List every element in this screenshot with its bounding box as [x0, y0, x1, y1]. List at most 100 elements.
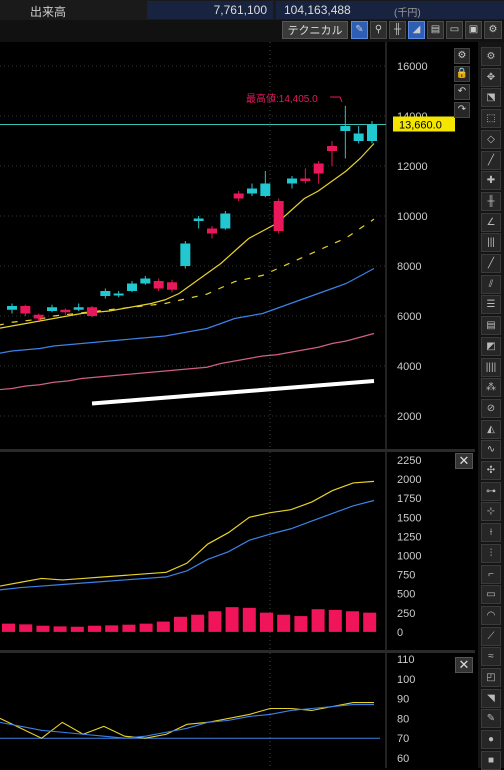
step-icon[interactable]: ⌐ — [481, 564, 501, 584]
candle-body — [313, 163, 324, 174]
amount-value: 104,163,488 — [284, 3, 351, 17]
volume-bar — [191, 614, 205, 632]
volume-bar — [156, 621, 170, 632]
select-icon[interactable]: ⬔ — [481, 88, 501, 108]
volume-ma-short-line — [0, 480, 375, 587]
candle-body — [273, 201, 284, 231]
curve-icon[interactable]: ≈ — [481, 647, 501, 667]
panel-settings-icon[interactable]: ⚙ — [454, 48, 470, 64]
rect-select-icon[interactable]: ⬚ — [481, 109, 501, 129]
cycle-icon[interactable]: ⊘ — [481, 398, 501, 418]
box-icon[interactable]: ▭ — [481, 585, 501, 605]
candle-body — [20, 306, 31, 314]
square-icon[interactable]: ■ — [481, 750, 501, 770]
redo-icon[interactable]: ↷ — [454, 102, 470, 118]
crosshair-icon[interactable]: ✥ — [481, 67, 501, 87]
candle-body — [340, 126, 351, 131]
eraser-icon[interactable]: ◇ — [481, 129, 501, 149]
oscillator-chart: 110 100 90 80 70 60 — [0, 653, 415, 768]
settings-icon[interactable]: ⚙ — [484, 21, 502, 39]
candle-body — [60, 309, 71, 313]
volume-bar — [105, 625, 119, 632]
volume-bar — [225, 607, 239, 632]
volume-bar — [2, 623, 15, 632]
current-price-value: 13,660.0 — [399, 120, 442, 132]
price-tick-label: 6000 — [397, 311, 421, 323]
price-tick-label: 16000 — [397, 61, 428, 73]
price-tick-label: 2000 — [397, 411, 421, 423]
pencil-icon[interactable]: ✎ — [351, 21, 368, 39]
parallel-lines-icon[interactable]: ⫽ — [481, 274, 501, 294]
circle-icon[interactable]: ● — [481, 730, 501, 750]
bars-icon[interactable]: ╫ — [481, 191, 501, 211]
candle-body — [287, 178, 297, 184]
zoom-icon[interactable]: ⚲ — [370, 21, 387, 39]
price-tick-label: 4000 — [397, 361, 421, 373]
pitchfork-icon[interactable]: ✣ — [481, 461, 501, 480]
volume-bar — [174, 616, 187, 632]
candle-body — [153, 281, 164, 289]
area-chart-icon[interactable]: ◢ — [408, 21, 425, 39]
angle-icon[interactable]: ∠ — [481, 212, 501, 232]
volume-box: 7,761,100 — [147, 1, 273, 19]
spiral-icon[interactable]: ⫶ — [481, 543, 501, 563]
volume-tick-label: 1500 — [397, 512, 421, 524]
fib-retracement-icon[interactable]: ▤ — [481, 316, 501, 336]
panel-divider[interactable] — [0, 449, 475, 452]
fib-time-icon[interactable]: |||| — [481, 357, 501, 377]
volume-ma-long-line — [0, 499, 375, 591]
vertical-lines-icon[interactable]: ||| — [481, 233, 501, 253]
candle-body — [47, 307, 57, 311]
line-icon[interactable]: ╱ — [481, 254, 501, 273]
measure-icon[interactable]: ⊶ — [481, 481, 501, 501]
arrow-tool-icon[interactable]: ⊹ — [481, 502, 501, 522]
triangle-icon[interactable]: ◥ — [481, 688, 501, 708]
close-oscillator-panel-button[interactable]: ✕ — [455, 657, 473, 673]
pattern-icon[interactable]: ⁂ — [481, 378, 501, 398]
gann-icon[interactable]: ◭ — [481, 419, 501, 439]
print-icon[interactable]: ▤ — [427, 21, 444, 39]
candle-body — [7, 306, 17, 310]
brush-icon[interactable]: ✎ — [481, 709, 501, 729]
header-bar: 出来高 7,761,100 104,163,488 (千円) — [0, 0, 504, 20]
bar-type-icon[interactable]: ╫ — [389, 21, 406, 39]
channel-icon[interactable]: ◰ — [481, 668, 501, 687]
amount-unit: (千円) — [394, 8, 421, 19]
candle-body — [193, 218, 204, 221]
technical-button[interactable]: テクニカル — [282, 21, 348, 39]
volume-bar — [208, 611, 222, 632]
panel-divider-2[interactable] — [0, 650, 475, 653]
volume-chart-panel[interactable]: 2250 2000 1750 1500 1250 1000 750 500 250 0 ✕ — [0, 452, 475, 650]
osc-tick-label: 80 — [397, 713, 409, 725]
lock-icon[interactable]: 🔒 — [454, 66, 470, 82]
osc-tick-label: 90 — [397, 694, 409, 706]
candle-body — [100, 291, 111, 296]
folder-icon[interactable]: ▭ — [446, 21, 463, 39]
fib-box-icon[interactable]: ◩ — [481, 336, 501, 356]
osc-line-1 — [0, 702, 374, 739]
oscillator-chart-panel[interactable]: 110 100 90 80 70 60 ✕ — [0, 653, 475, 768]
tool-settings-icon[interactable]: ⚙ — [481, 47, 501, 66]
trendline-icon[interactable]: ╱ — [481, 150, 501, 170]
osc-tick-label: 60 — [397, 753, 409, 765]
volume-bar — [346, 611, 359, 632]
horizontal-lines-icon[interactable]: ☰ — [481, 295, 501, 315]
osc-tick-label: 100 — [397, 674, 415, 686]
save-icon[interactable]: ▣ — [465, 21, 482, 39]
price-chart: 160001400012000100008000600040002000最高値:… — [0, 42, 455, 450]
fan-icon[interactable]: ⟊ — [481, 523, 501, 543]
lagging-span-line — [0, 218, 375, 326]
volume-bar — [36, 625, 50, 632]
ichimoku-line — [91, 379, 375, 406]
candle-body — [220, 213, 231, 229]
price-chart-panel[interactable]: 160001400012000100008000600040002000最高値:… — [0, 42, 475, 450]
ray-icon[interactable]: ⟋ — [481, 626, 501, 646]
cross-icon[interactable]: ✚ — [481, 171, 501, 191]
volume-value: 7,761,100 — [213, 3, 267, 17]
candle-body — [247, 188, 257, 194]
high-price-label: 最高値:14,405.0 — [246, 92, 318, 105]
undo-icon[interactable]: ↶ — [454, 84, 470, 100]
wave-icon[interactable]: ∿ — [481, 440, 501, 460]
arc-icon[interactable]: ◠ — [481, 605, 501, 625]
close-volume-panel-button[interactable]: ✕ — [455, 453, 473, 469]
